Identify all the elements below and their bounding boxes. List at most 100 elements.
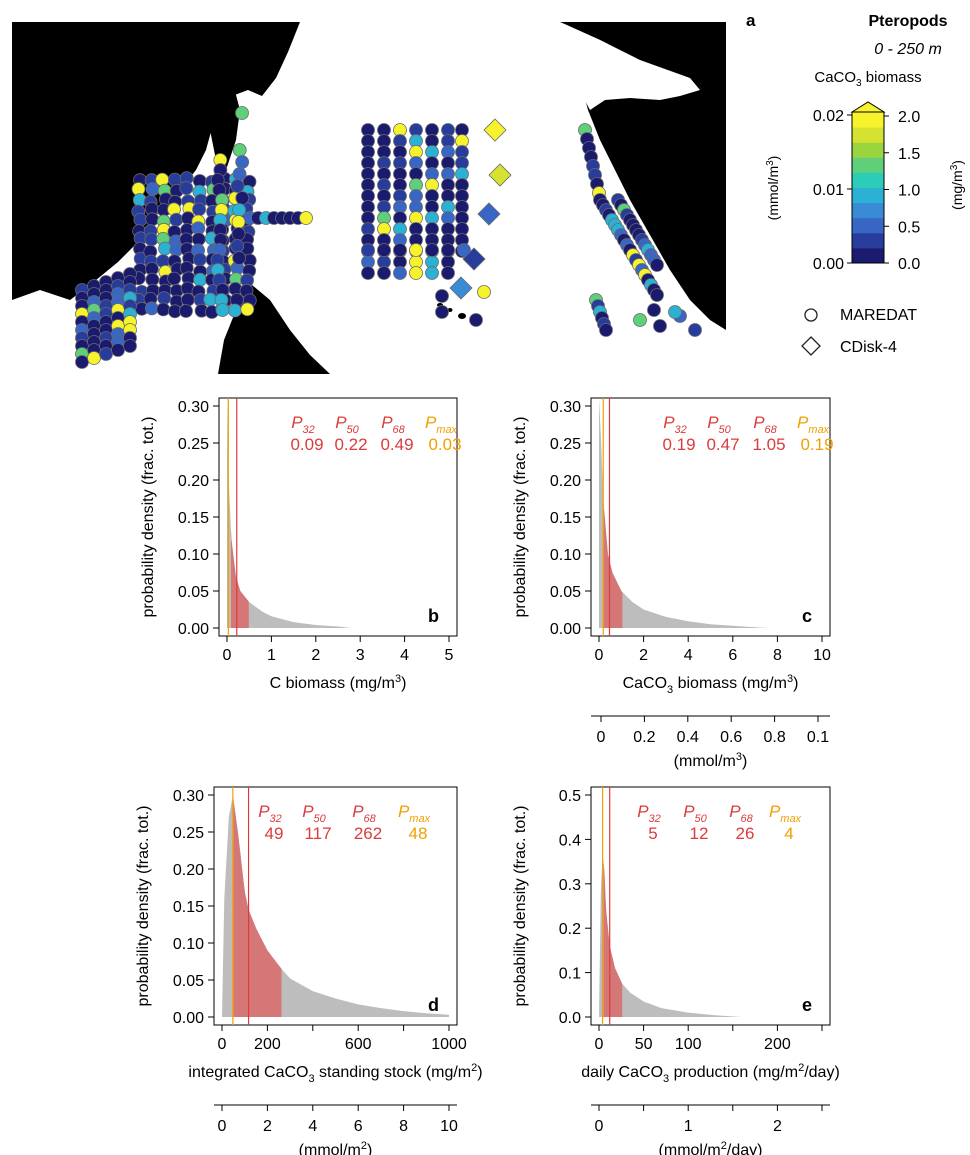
percentile-value: 0.19 bbox=[662, 435, 695, 454]
sample-point bbox=[299, 211, 313, 225]
panel-letter: e bbox=[802, 995, 812, 1015]
x-axis-label: CaCO3 biomass (mg/m3) bbox=[623, 673, 799, 696]
sample-point bbox=[232, 143, 247, 157]
secondary-axis-tick-label: 10 bbox=[440, 1118, 458, 1135]
sample-point bbox=[599, 323, 613, 337]
secondary-axis-tick-label: 4 bbox=[308, 1118, 317, 1135]
y-tick-label: 0.15 bbox=[178, 510, 209, 527]
y-tick-label: 0.0 bbox=[559, 1010, 581, 1027]
sample-point bbox=[240, 302, 255, 317]
x-tick-label: 1000 bbox=[431, 1036, 467, 1053]
secondary-axis-tick-label: 0 bbox=[218, 1118, 227, 1135]
x-tick-label: 6 bbox=[728, 647, 737, 664]
x-tick-label: 2 bbox=[639, 647, 648, 664]
sample-point bbox=[235, 191, 250, 205]
sample-point bbox=[232, 167, 247, 181]
sample-point bbox=[179, 304, 193, 318]
y-tick-label: 0.15 bbox=[173, 899, 204, 916]
sample-point bbox=[457, 243, 471, 257]
sample-point bbox=[169, 212, 184, 227]
percentile-value: 262 bbox=[354, 824, 382, 843]
sample-point bbox=[111, 343, 125, 357]
sample-point bbox=[477, 285, 491, 299]
sample-point bbox=[688, 323, 702, 337]
x-axis-label: C biomass (mg/m3) bbox=[270, 673, 407, 692]
panel-b-c-biomass: 0.00 0.05 0.10 0.15 0.20 0.25 0.30 0 1 2 3 4 5 C biom… bbox=[140, 397, 462, 692]
sample-point bbox=[668, 305, 682, 319]
y-tick-label: 0.20 bbox=[550, 473, 581, 490]
y-axis-label: probability density (frac. tot.) bbox=[512, 806, 529, 1007]
percentile-value: 26 bbox=[736, 824, 755, 843]
x-axis-label: daily CaCO3 production (mg/m2/day) bbox=[581, 1062, 840, 1085]
colorbar-right-tick-label: 1.0 bbox=[898, 183, 920, 200]
x-tick-label: 200 bbox=[254, 1036, 281, 1053]
percentile-value: 1.05 bbox=[752, 435, 785, 454]
percentile-value: 0.47 bbox=[706, 435, 739, 454]
legend-label-cdisk4: CDisk-4 bbox=[840, 339, 897, 356]
colorbar-segment bbox=[852, 142, 884, 158]
secondary-axis-tick-label: 0.2 bbox=[633, 729, 655, 746]
sample-point bbox=[230, 239, 245, 253]
colorbar-left-tick-label: 0.02 bbox=[813, 108, 844, 125]
map-panel-letter: a bbox=[746, 11, 756, 30]
x-tick-label: 3 bbox=[356, 647, 365, 664]
percentile-name: Pmax bbox=[797, 413, 830, 436]
y-axis-label: probability density (frac. tot.) bbox=[140, 417, 157, 618]
sample-point bbox=[409, 243, 423, 257]
plot-frame bbox=[218, 397, 458, 637]
panel-d-standing-stock: 0.00 0.05 0.10 0.15 0.20 0.25 0.30 0 200 600 1000 i… bbox=[135, 786, 483, 1155]
secondary-axis-tick-label: 6 bbox=[354, 1118, 363, 1135]
percentile-name: Pmax bbox=[769, 802, 802, 825]
map-title: Pteropods bbox=[868, 13, 947, 30]
percentile-name: P50 bbox=[302, 802, 326, 825]
y-tick-label: 0.25 bbox=[173, 825, 204, 842]
sample-point bbox=[232, 203, 247, 217]
sample-point bbox=[377, 243, 391, 257]
secondary-axis-tick-label: 0.6 bbox=[720, 729, 742, 746]
x-tick-label: 5 bbox=[445, 647, 454, 664]
y-tick-label: 0.1 bbox=[559, 966, 581, 983]
sample-point bbox=[235, 155, 250, 169]
percentile-name: P68 bbox=[729, 802, 753, 825]
y-tick-label: 0.30 bbox=[173, 788, 204, 805]
sample-point bbox=[215, 303, 230, 317]
sample-point bbox=[192, 202, 207, 217]
y-tick-label: 0.30 bbox=[178, 399, 209, 416]
percentile-name: Pmax bbox=[398, 802, 431, 825]
sample-point bbox=[167, 172, 182, 187]
map-panel: a Pteropods 0 - 250 m CaCO3 biomass 2.0 1… bbox=[12, 11, 965, 374]
percentile-name: P32 bbox=[637, 802, 661, 825]
x-tick-label: 2 bbox=[311, 647, 320, 664]
sample-point bbox=[361, 266, 375, 280]
colorbar-segment bbox=[852, 247, 884, 264]
x-tick-label: 0 bbox=[595, 647, 604, 664]
landmass-kamchatka bbox=[210, 80, 240, 170]
sample-point bbox=[231, 215, 246, 229]
colorbar-segment bbox=[852, 112, 884, 128]
panel-letter: b bbox=[428, 606, 439, 626]
sample-point bbox=[425, 266, 439, 280]
colorbar-title: CaCO3 biomass bbox=[814, 69, 921, 89]
colorbar-segment bbox=[852, 127, 884, 143]
panel-letter: d bbox=[428, 995, 439, 1015]
sample-point bbox=[425, 243, 439, 257]
density-area bbox=[227, 398, 352, 628]
legend-label-maredat: MAREDAT bbox=[840, 307, 917, 324]
legend-circle-marker bbox=[804, 308, 818, 322]
y-tick-label: 0.20 bbox=[178, 473, 209, 490]
panel-c-caco3-biomass: 0.000.050.100.150.200.250.300 2 4 6 8 10CaCO3… bbox=[512, 397, 834, 770]
y-tick-label: 0.10 bbox=[178, 547, 209, 564]
interquantile-area bbox=[233, 796, 282, 1017]
percentile-value: 48 bbox=[409, 824, 428, 843]
sample-point bbox=[650, 288, 664, 302]
y-tick-label: 0.20 bbox=[173, 862, 204, 879]
colorbar-left-tick-label: 0.00 bbox=[813, 256, 844, 273]
colorbar-right-tick-label: 2.0 bbox=[898, 109, 920, 126]
sample-point bbox=[377, 266, 391, 280]
x-tick-label: 4 bbox=[684, 647, 693, 664]
percentile-name: P32 bbox=[663, 413, 687, 436]
colorbar: 2.0 1.5 1.0 0.5 0.0 0.02 0.01 0.00 bbox=[813, 101, 920, 273]
colorbar-outline bbox=[851, 111, 885, 264]
sample-point bbox=[192, 252, 207, 267]
